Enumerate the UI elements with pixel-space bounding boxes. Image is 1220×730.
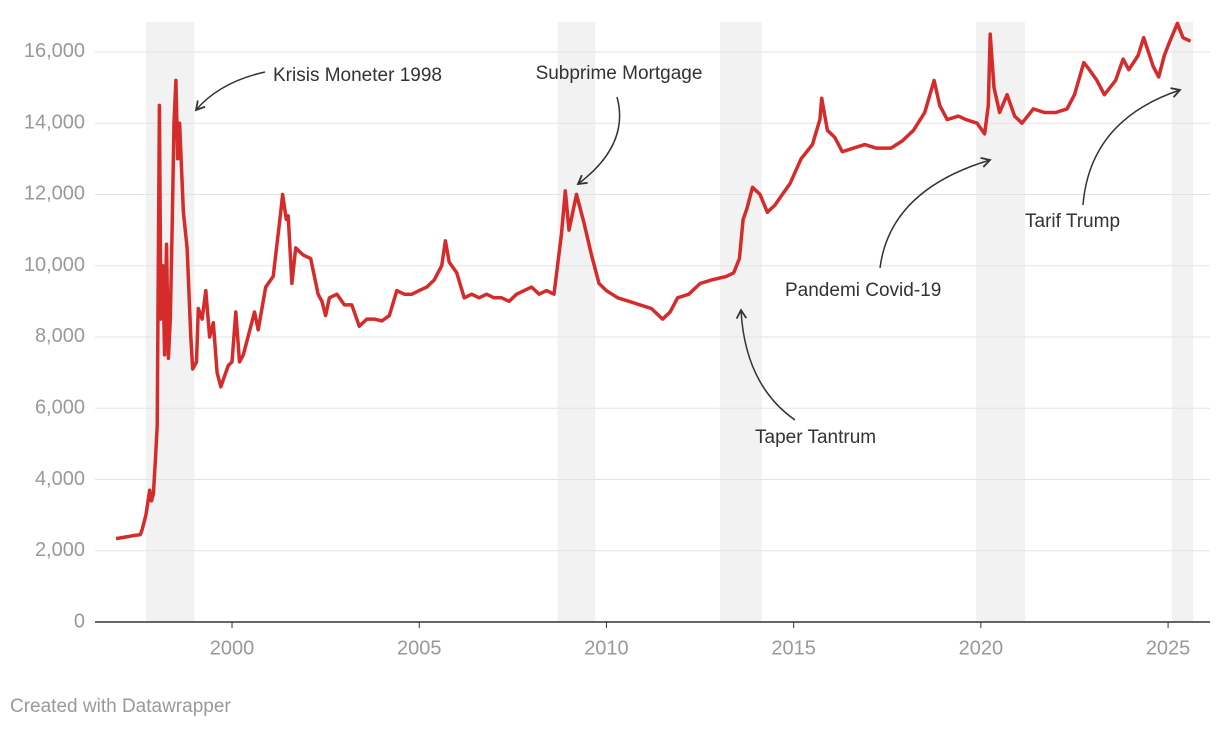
y-tick-label: 16,000 bbox=[24, 40, 85, 62]
y-tick-label: 10,000 bbox=[24, 254, 85, 276]
annotation: Pandemi Covid-19 bbox=[785, 280, 941, 301]
annotation-arrow bbox=[735, 308, 796, 421]
annotation-arrow bbox=[879, 156, 992, 269]
y-tick-label: 12,000 bbox=[24, 183, 85, 205]
y-tick-label: 6,000 bbox=[35, 397, 85, 419]
y-tick-label: 14,000 bbox=[24, 111, 85, 133]
x-tick-label: 2025 bbox=[1146, 637, 1191, 659]
annotation-arrow bbox=[194, 71, 266, 112]
shaded-band bbox=[1171, 22, 1194, 622]
shaded-band bbox=[975, 22, 1026, 622]
annotation: Tarif Trump bbox=[1025, 211, 1120, 232]
shaded-band bbox=[719, 22, 762, 622]
y-tick-label: 4,000 bbox=[35, 468, 85, 490]
annotation: Taper Tantrum bbox=[755, 427, 876, 448]
y-tick-label: 0 bbox=[74, 610, 85, 632]
annotation-arrow bbox=[576, 96, 621, 186]
annotation-arrow bbox=[1082, 87, 1182, 206]
y-tick-label: 2,000 bbox=[35, 539, 85, 561]
footer: Created with Datawrapper bbox=[10, 696, 231, 717]
annotation: Krisis Moneter 1998 bbox=[273, 65, 442, 86]
x-tick-label: 2005 bbox=[397, 637, 442, 659]
y-tick-label: 8,000 bbox=[35, 325, 85, 347]
annotation: Subprime Mortgage bbox=[536, 63, 703, 84]
x-tick-label: 2015 bbox=[771, 637, 816, 659]
x-tick-label: 2020 bbox=[959, 637, 1004, 659]
data-line bbox=[115, 21, 1192, 541]
x-tick-label: 2010 bbox=[584, 637, 629, 659]
x-tick-label: 2000 bbox=[210, 637, 255, 659]
shaded-band bbox=[557, 22, 596, 622]
